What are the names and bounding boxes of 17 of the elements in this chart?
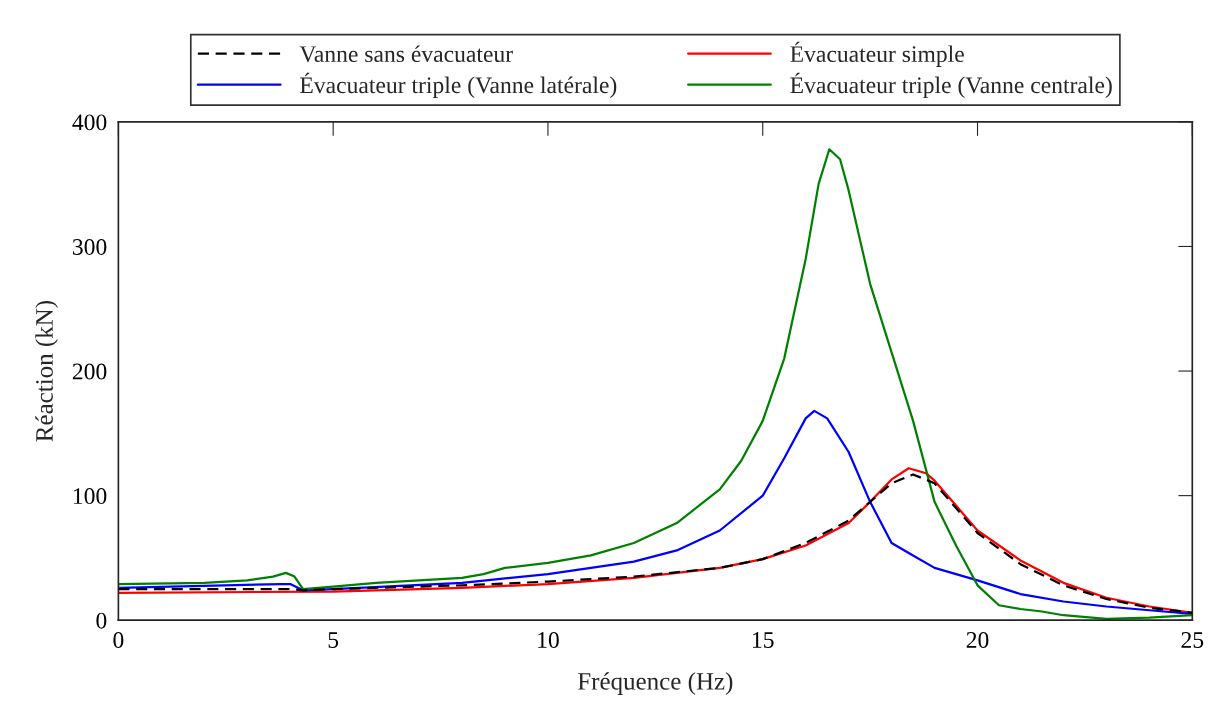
x-axis-title: Fréquence (Hz)	[577, 672, 733, 695]
y-tick-label: 200	[72, 363, 107, 380]
y-axis-title: Réaction (kN)	[35, 300, 58, 442]
y-tick-label: 100	[73, 488, 107, 505]
x-tick-label: 15	[753, 632, 774, 648]
x-tick-label: 10	[538, 632, 559, 648]
x-tick-label: 5	[328, 632, 339, 648]
legend-label: Évacuateur simple	[790, 41, 964, 67]
y-tick-label: 400	[72, 114, 107, 131]
legend-label: Évacuateur triple (Vanne centrale)	[790, 72, 1112, 99]
x-tick-label: 25	[1181, 632, 1204, 648]
y-tick-label: 0	[96, 612, 107, 629]
legend-label: Évacuateur triple (Vanne latérale)	[300, 72, 617, 99]
x-tick-label: 0	[113, 632, 124, 648]
legend-label: Vanne sans évacuateur	[299, 45, 513, 63]
x-tick-label: 20	[966, 632, 989, 648]
y-tick-label: 300	[72, 238, 107, 255]
